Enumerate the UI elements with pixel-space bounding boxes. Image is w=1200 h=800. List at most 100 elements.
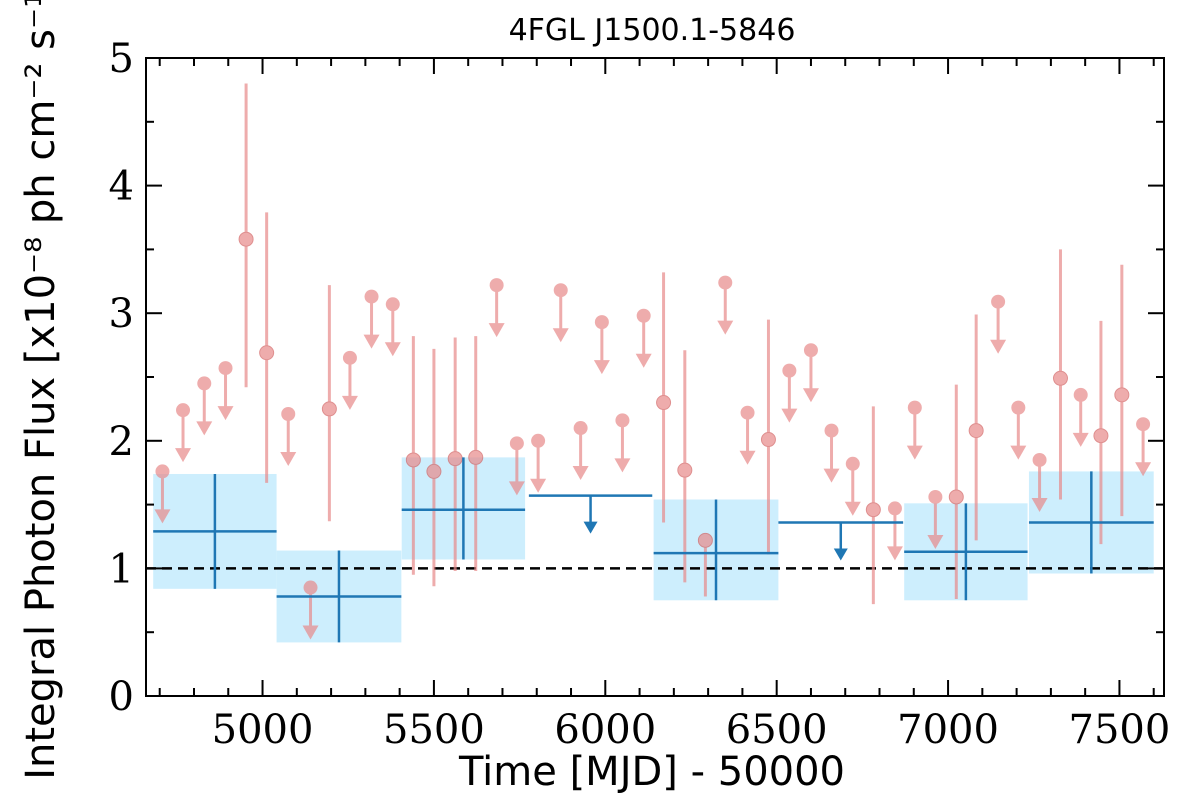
fine-point-7 <box>656 395 672 411</box>
fine-ul-arrow-28 <box>1031 497 1048 512</box>
fine-point-10 <box>760 432 776 448</box>
fine-ul-point-9 <box>489 278 504 293</box>
fine-point-16 <box>1114 387 1130 403</box>
x-tick-label-6500: 6500 <box>726 707 828 753</box>
fine-ul-arrow-18 <box>739 450 756 465</box>
fine-ul-arrow-24 <box>906 445 923 460</box>
fine-ul-point-27 <box>1011 400 1026 415</box>
fine-ul-arrow-30 <box>1135 462 1152 477</box>
fine-ul-point-12 <box>553 283 568 298</box>
fine-ul-point-2 <box>197 376 212 391</box>
y-tick-label-4: 4 <box>109 164 134 210</box>
fine-ul-arrow-15 <box>614 458 631 473</box>
fine-ul-point-7 <box>364 289 379 304</box>
fine-ul-arrow-26 <box>990 339 1007 354</box>
chart-title: 4FGL J1500.1-5846 <box>509 13 796 48</box>
fine-ul-point-20 <box>803 343 818 358</box>
fine-ul-point-30 <box>1136 417 1151 432</box>
fine-ul-point-5 <box>303 580 318 595</box>
fine-point-2 <box>321 401 337 417</box>
fine-ul-point-0 <box>155 464 170 479</box>
fine-ul-point-18 <box>740 405 755 420</box>
fine-ul-point-14 <box>594 315 609 330</box>
y-tick-label-2: 2 <box>109 419 134 465</box>
fine-ul-point-23 <box>887 501 902 516</box>
fine-ul-arrow-29 <box>1072 432 1089 447</box>
fine-point-12 <box>948 489 964 505</box>
y-axis-label: Integral Photon Flux [x10⁻⁸ ph cm⁻² s⁻¹] <box>18 0 64 780</box>
fine-ul-arrow-19 <box>781 408 798 423</box>
fine-point-3 <box>405 452 421 468</box>
y-tick-label-3: 3 <box>109 291 134 337</box>
fine-ul-point-25 <box>928 489 943 504</box>
fine-ul-arrow-7 <box>363 334 380 349</box>
fine-ul-arrow-2 <box>196 421 213 436</box>
fine-series <box>154 83 1152 640</box>
fine-ul-arrow-8 <box>384 342 401 357</box>
plot-area: 5000 5500 6000 6500 7000 7500 0 1 2 3 4 5 <box>109 36 1171 753</box>
fine-ul-point-21 <box>824 423 839 438</box>
fine-ul-point-15 <box>615 413 630 428</box>
fine-ul-arrow-23 <box>886 546 903 561</box>
fine-point-14 <box>1052 370 1068 386</box>
y-tick-label-1: 1 <box>109 546 134 592</box>
fine-ul-arrow-12 <box>552 328 569 343</box>
fine-ul-point-1 <box>176 403 191 418</box>
fine-ul-point-19 <box>782 363 797 378</box>
fine-ul-arrow-21 <box>823 468 840 483</box>
fine-point-6 <box>468 449 484 465</box>
x-tick-label-7000: 7000 <box>897 707 999 753</box>
fine-point-1 <box>259 345 275 361</box>
fine-ul-point-6 <box>342 350 357 365</box>
x-axis-label: Time [MJD] - 50000 <box>458 749 845 795</box>
x-tick-label-5500: 5500 <box>383 707 485 753</box>
fine-ul-arrow-4 <box>280 452 297 467</box>
fine-point-4 <box>426 463 442 479</box>
fine-ul-point-29 <box>1073 387 1088 402</box>
fine-point-13 <box>968 423 984 439</box>
coarse-ul-arrow-1 <box>833 548 848 561</box>
fine-ul-arrow-10 <box>508 481 525 496</box>
fine-ul-arrow-3 <box>217 406 234 421</box>
fine-ul-arrow-22 <box>844 501 861 516</box>
fine-ul-point-8 <box>385 297 400 312</box>
fine-point-11 <box>865 502 881 518</box>
fine-ul-point-22 <box>845 456 860 471</box>
x-tick-label-6000: 6000 <box>554 707 656 753</box>
fine-ul-arrow-6 <box>341 395 358 410</box>
fine-ul-arrow-27 <box>1010 445 1027 460</box>
fine-ul-point-10 <box>509 436 524 451</box>
fine-point-0 <box>238 231 254 247</box>
fine-ul-arrow-13 <box>572 466 589 481</box>
fine-ul-point-13 <box>573 421 588 436</box>
fine-ul-point-4 <box>281 407 296 422</box>
fine-ul-point-11 <box>531 433 546 448</box>
fine-ul-arrow-20 <box>802 388 819 403</box>
fine-point-9 <box>697 532 713 548</box>
fine-ul-point-26 <box>991 294 1006 309</box>
fine-ul-arrow-11 <box>530 478 547 493</box>
coarse-ul-arrow-0 <box>583 521 598 534</box>
y-tick-label-0: 0 <box>109 674 134 720</box>
fine-ul-arrow-16 <box>635 353 652 368</box>
fine-ul-point-28 <box>1032 452 1047 467</box>
fine-ul-arrow-1 <box>175 448 192 463</box>
x-tick-label-5000: 5000 <box>212 707 314 753</box>
fine-ul-point-16 <box>636 308 651 323</box>
fine-point-15 <box>1093 428 1109 444</box>
fine-point-8 <box>677 462 693 478</box>
y-tick-label-5: 5 <box>109 36 134 82</box>
fine-ul-arrow-0 <box>154 509 171 524</box>
x-tick-label-7500: 7500 <box>1069 707 1171 753</box>
fine-ul-arrow-25 <box>927 534 944 549</box>
fine-ul-point-24 <box>907 400 922 415</box>
fine-ul-arrow-9 <box>488 323 505 338</box>
fine-ul-arrow-5 <box>302 625 319 640</box>
fine-ul-point-17 <box>718 275 733 290</box>
fine-point-5 <box>447 451 463 467</box>
fine-ul-point-3 <box>218 361 233 376</box>
fine-ul-arrow-14 <box>593 360 610 375</box>
fine-ul-arrow-17 <box>717 320 734 335</box>
